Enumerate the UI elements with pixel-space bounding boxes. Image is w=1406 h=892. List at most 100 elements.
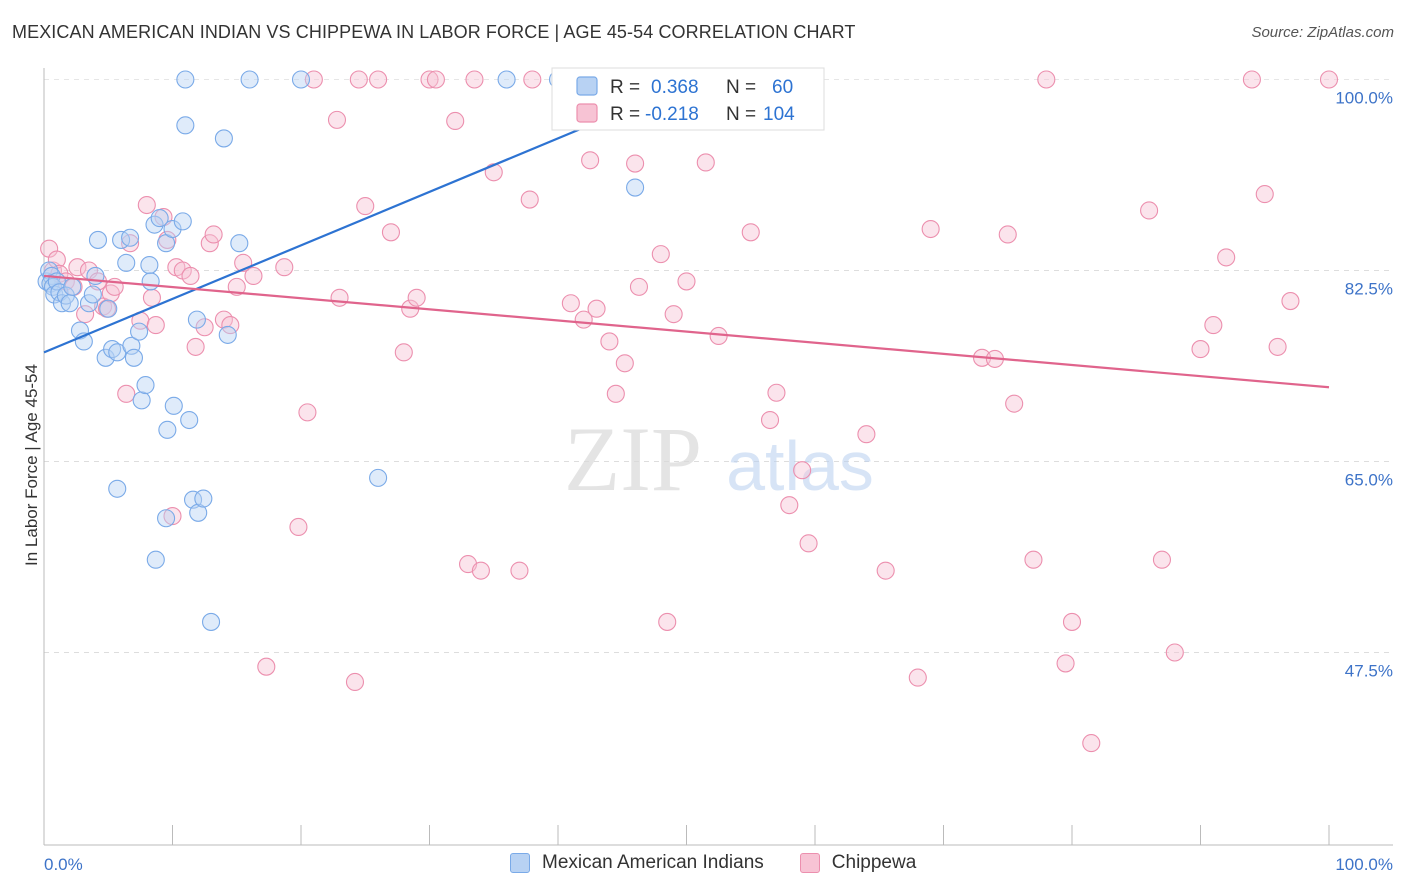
point-mexican-american-indians bbox=[163, 219, 182, 239]
point-chippewa bbox=[1165, 643, 1184, 662]
point-mexican-american-indians bbox=[141, 272, 160, 291]
legend-label-mexican: Mexican American Indians bbox=[542, 852, 764, 873]
point-chippewa bbox=[1024, 550, 1043, 569]
point-chippewa bbox=[1255, 185, 1274, 204]
point-mexican-american-indians bbox=[497, 70, 516, 89]
point-chippewa bbox=[446, 111, 465, 131]
tick-labels: 47.5% 65.0% 82.5% 100.0% 0.0% 100.0% bbox=[44, 89, 1393, 875]
grid-lines bbox=[44, 79, 1393, 653]
x-tick-label-min: 0.0% bbox=[44, 855, 83, 874]
point-chippewa bbox=[345, 672, 365, 692]
point-chippewa bbox=[1152, 550, 1171, 569]
point-chippewa bbox=[394, 343, 413, 362]
point-mexican-american-indians bbox=[122, 336, 141, 355]
legend-label-chippewa: Chippewa bbox=[831, 852, 917, 873]
point-mexican-american-indians bbox=[218, 325, 237, 344]
point-chippewa bbox=[1191, 340, 1210, 359]
point-chippewa bbox=[651, 245, 670, 264]
stats-legend: R = 0.368 N = 60 R = -0.218 N = 104 bbox=[551, 67, 825, 131]
point-chippewa bbox=[799, 534, 818, 553]
point-chippewa bbox=[658, 612, 677, 631]
point-chippewa bbox=[484, 163, 503, 182]
point-mexican-american-indians bbox=[158, 420, 177, 439]
point-mexican-american-indians bbox=[146, 550, 165, 569]
point-chippewa bbox=[195, 318, 214, 337]
legend-swatch-chippewa bbox=[799, 853, 820, 873]
point-chippewa bbox=[420, 70, 439, 89]
point-chippewa bbox=[330, 288, 349, 307]
point-chippewa bbox=[857, 425, 876, 444]
point-mexican-american-indians bbox=[103, 340, 122, 359]
stats-n-label-1: N = bbox=[726, 77, 756, 98]
point-chippewa bbox=[581, 151, 600, 170]
point-mexican-american-indians bbox=[121, 228, 140, 247]
legend-item-chippewa: Chippewa bbox=[799, 852, 917, 874]
point-chippewa bbox=[741, 223, 760, 242]
point-chippewa bbox=[289, 517, 308, 537]
point-mexican-american-indians bbox=[60, 294, 79, 313]
point-chippewa bbox=[793, 461, 812, 480]
point-chippewa bbox=[465, 70, 484, 89]
point-mexican-american-indians bbox=[88, 230, 108, 249]
point-mexican-american-indians bbox=[176, 116, 195, 135]
point-chippewa bbox=[1005, 394, 1024, 413]
point-chippewa bbox=[257, 657, 276, 676]
point-mexican-american-indians bbox=[202, 612, 221, 631]
watermark-zip: ZIP bbox=[564, 408, 702, 510]
point-chippewa bbox=[876, 561, 895, 580]
point-chippewa bbox=[200, 234, 219, 253]
point-chippewa bbox=[381, 223, 401, 242]
point-chippewa bbox=[998, 225, 1017, 244]
point-chippewa bbox=[696, 153, 715, 172]
point-chippewa bbox=[1217, 248, 1236, 267]
point-chippewa bbox=[600, 332, 619, 351]
point-chippewa bbox=[369, 70, 388, 89]
point-chippewa bbox=[760, 410, 780, 430]
point-chippewa bbox=[1062, 612, 1082, 631]
point-chippewa bbox=[615, 354, 634, 373]
stats-n-label-2: N = bbox=[726, 104, 756, 125]
point-chippewa bbox=[1204, 316, 1223, 335]
point-chippewa bbox=[523, 70, 542, 89]
point-chippewa bbox=[1056, 654, 1075, 673]
point-chippewa bbox=[227, 277, 246, 296]
point-mexican-american-indians bbox=[83, 285, 102, 304]
point-mexican-american-indians bbox=[150, 209, 169, 228]
point-chippewa bbox=[520, 190, 539, 209]
series-legend: Mexican American Indians Chippewa bbox=[510, 852, 952, 874]
point-chippewa bbox=[142, 288, 161, 307]
point-mexican-american-indians bbox=[63, 277, 82, 296]
point-chippewa bbox=[677, 272, 696, 291]
stats-n-value-1: 60 bbox=[772, 77, 793, 98]
point-chippewa bbox=[204, 225, 223, 244]
point-mexican-american-indians bbox=[230, 234, 249, 253]
stats-swatch-chippewa bbox=[576, 103, 598, 123]
point-chippewa bbox=[561, 294, 580, 313]
point-chippewa bbox=[767, 383, 786, 402]
x-tick-label-max: 100.0% bbox=[1335, 855, 1393, 874]
point-chippewa bbox=[1268, 337, 1287, 356]
point-mexican-american-indians bbox=[136, 376, 155, 395]
legend-swatch-mexican bbox=[510, 853, 530, 873]
point-mexican-american-indians bbox=[132, 391, 151, 410]
watermark-atlas: atlas bbox=[726, 427, 874, 505]
stats-swatch-mexican bbox=[576, 76, 598, 96]
point-chippewa bbox=[426, 70, 445, 89]
point-chippewa bbox=[76, 305, 95, 324]
point-chippewa bbox=[1242, 70, 1261, 89]
point-chippewa bbox=[1037, 70, 1056, 89]
point-chippewa bbox=[908, 668, 927, 687]
stats-r-value-1: 0.368 bbox=[651, 77, 699, 98]
point-chippewa bbox=[244, 266, 263, 286]
point-mexican-american-indians bbox=[140, 255, 159, 275]
y-tick-label: 82.5% bbox=[1345, 280, 1393, 299]
point-mexican-american-indians bbox=[173, 212, 192, 231]
point-mexican-american-indians bbox=[194, 489, 213, 508]
point-chippewa bbox=[1140, 201, 1159, 220]
stats-r-label-1: R = bbox=[610, 77, 640, 98]
point-chippewa bbox=[68, 258, 87, 277]
y-tick-label: 47.5% bbox=[1345, 662, 1393, 681]
point-chippewa bbox=[921, 219, 940, 239]
point-mexican-american-indians bbox=[214, 129, 233, 148]
